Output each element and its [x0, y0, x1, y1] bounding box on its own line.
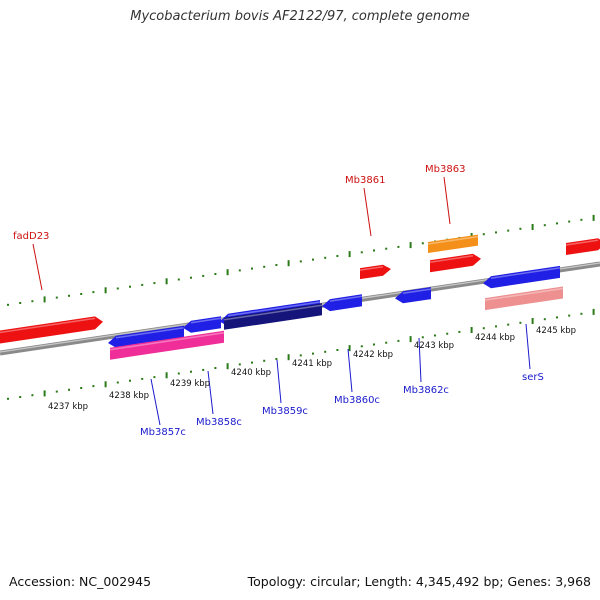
tick-marks [7, 214, 595, 400]
leader-mb3857c [150, 378, 161, 426]
gene-label-mb3858c[interactable]: Mb3858c [196, 417, 242, 428]
leader-serS [525, 323, 531, 370]
leader-fadD23 [32, 243, 43, 291]
scale-label-4241: 4241 kbp [292, 359, 332, 369]
scale-label-4245: 4245 kbp [536, 326, 576, 336]
leader-mb3862c [418, 337, 422, 383]
scale-label-4238: 4238 kbp [109, 391, 149, 401]
scale-label-4239: 4239 kbp [170, 379, 210, 389]
gene-label-mb3861[interactable]: Mb3861 [345, 175, 385, 186]
scale-label-4242: 4242 kbp [353, 350, 393, 360]
gene-serS-arrow-highlight [490, 267, 561, 279]
scale-label-4243: 4243 kbp [414, 341, 454, 351]
gene-serS-arrow[interactable] [483, 265, 560, 289]
gene-mb3861-arrow[interactable] [360, 264, 391, 280]
gene-mb3863-arrow-highlight [429, 255, 474, 263]
leader-mb3859c [276, 359, 282, 404]
gene-mb3859c-navy-bar[interactable] [224, 303, 322, 330]
gene-mb3862c-arrow-highlight [402, 288, 432, 294]
gene-serS-salmon-bar-highlight [484, 287, 564, 301]
gene-mb3863-arrow[interactable] [430, 253, 481, 273]
gene-mb3857c-arrow[interactable] [108, 325, 184, 348]
gene-label-mb3859c[interactable]: Mb3859c [262, 406, 308, 417]
gene-right-edge-arrow-highlight [565, 239, 599, 246]
gene-mb3859c-arrow-highlight [227, 301, 321, 317]
genome-summary-text: Topology: circular; Length: 4,345,492 bp… [247, 574, 591, 589]
gene-label-mb3862c[interactable]: Mb3862c [403, 385, 449, 396]
gene-mb3863-orange-bar[interactable] [428, 234, 478, 253]
gene-mb3862c-arrow[interactable] [395, 287, 431, 304]
gene-mb3857c-pink-bar-highlight [109, 332, 225, 351]
leader-mb3863 [443, 176, 451, 225]
map-title: Mycobacterium bovis AF2122/97, complete … [130, 9, 470, 24]
scale-label-4244: 4244 kbp [475, 333, 515, 343]
gene-label-mb3857c[interactable]: Mb3857c [140, 427, 186, 438]
gene-mb3861-arrow-highlight [359, 265, 384, 271]
gene-mb3860c-arrow[interactable] [322, 294, 362, 312]
gene-features [0, 234, 600, 360]
gene-label-serS[interactable]: serS [522, 372, 544, 383]
gene-mb3860c-arrow-highlight [329, 295, 363, 302]
gene-mb3858c-arrow[interactable] [183, 316, 221, 333]
gene-mb3857c-arrow-highlight [115, 326, 185, 339]
scale-label-4240: 4240 kbp [231, 368, 271, 378]
leader-mb3858c [207, 370, 214, 415]
accession-text: Accession: NC_002945 [9, 574, 152, 589]
gene-mb3858c-arrow-highlight [190, 317, 222, 324]
gene-mb3859c-navy-bar-highlight [223, 304, 323, 321]
gene-label-mb3860c[interactable]: Mb3860c [334, 395, 380, 406]
scale-label-4237: 4237 kbp [48, 402, 88, 412]
leader-mb3860c [347, 348, 353, 393]
gene-serS-salmon-bar[interactable] [485, 286, 563, 311]
gene-mb3857c-pink-bar[interactable] [110, 330, 224, 360]
gene-mb3863-orange-bar-highlight [427, 235, 479, 245]
leader-mb3861 [363, 187, 372, 237]
label-leader-lines [32, 176, 531, 426]
gene-right-edge-arrow[interactable] [566, 238, 600, 255]
gene-label-fadD23[interactable]: fadD23 [13, 231, 49, 242]
gene-fadD23-arrow-highlight [0, 317, 96, 334]
gene-fadD23-arrow[interactable] [0, 316, 103, 344]
gene-label-mb3863[interactable]: Mb3863 [425, 164, 465, 175]
